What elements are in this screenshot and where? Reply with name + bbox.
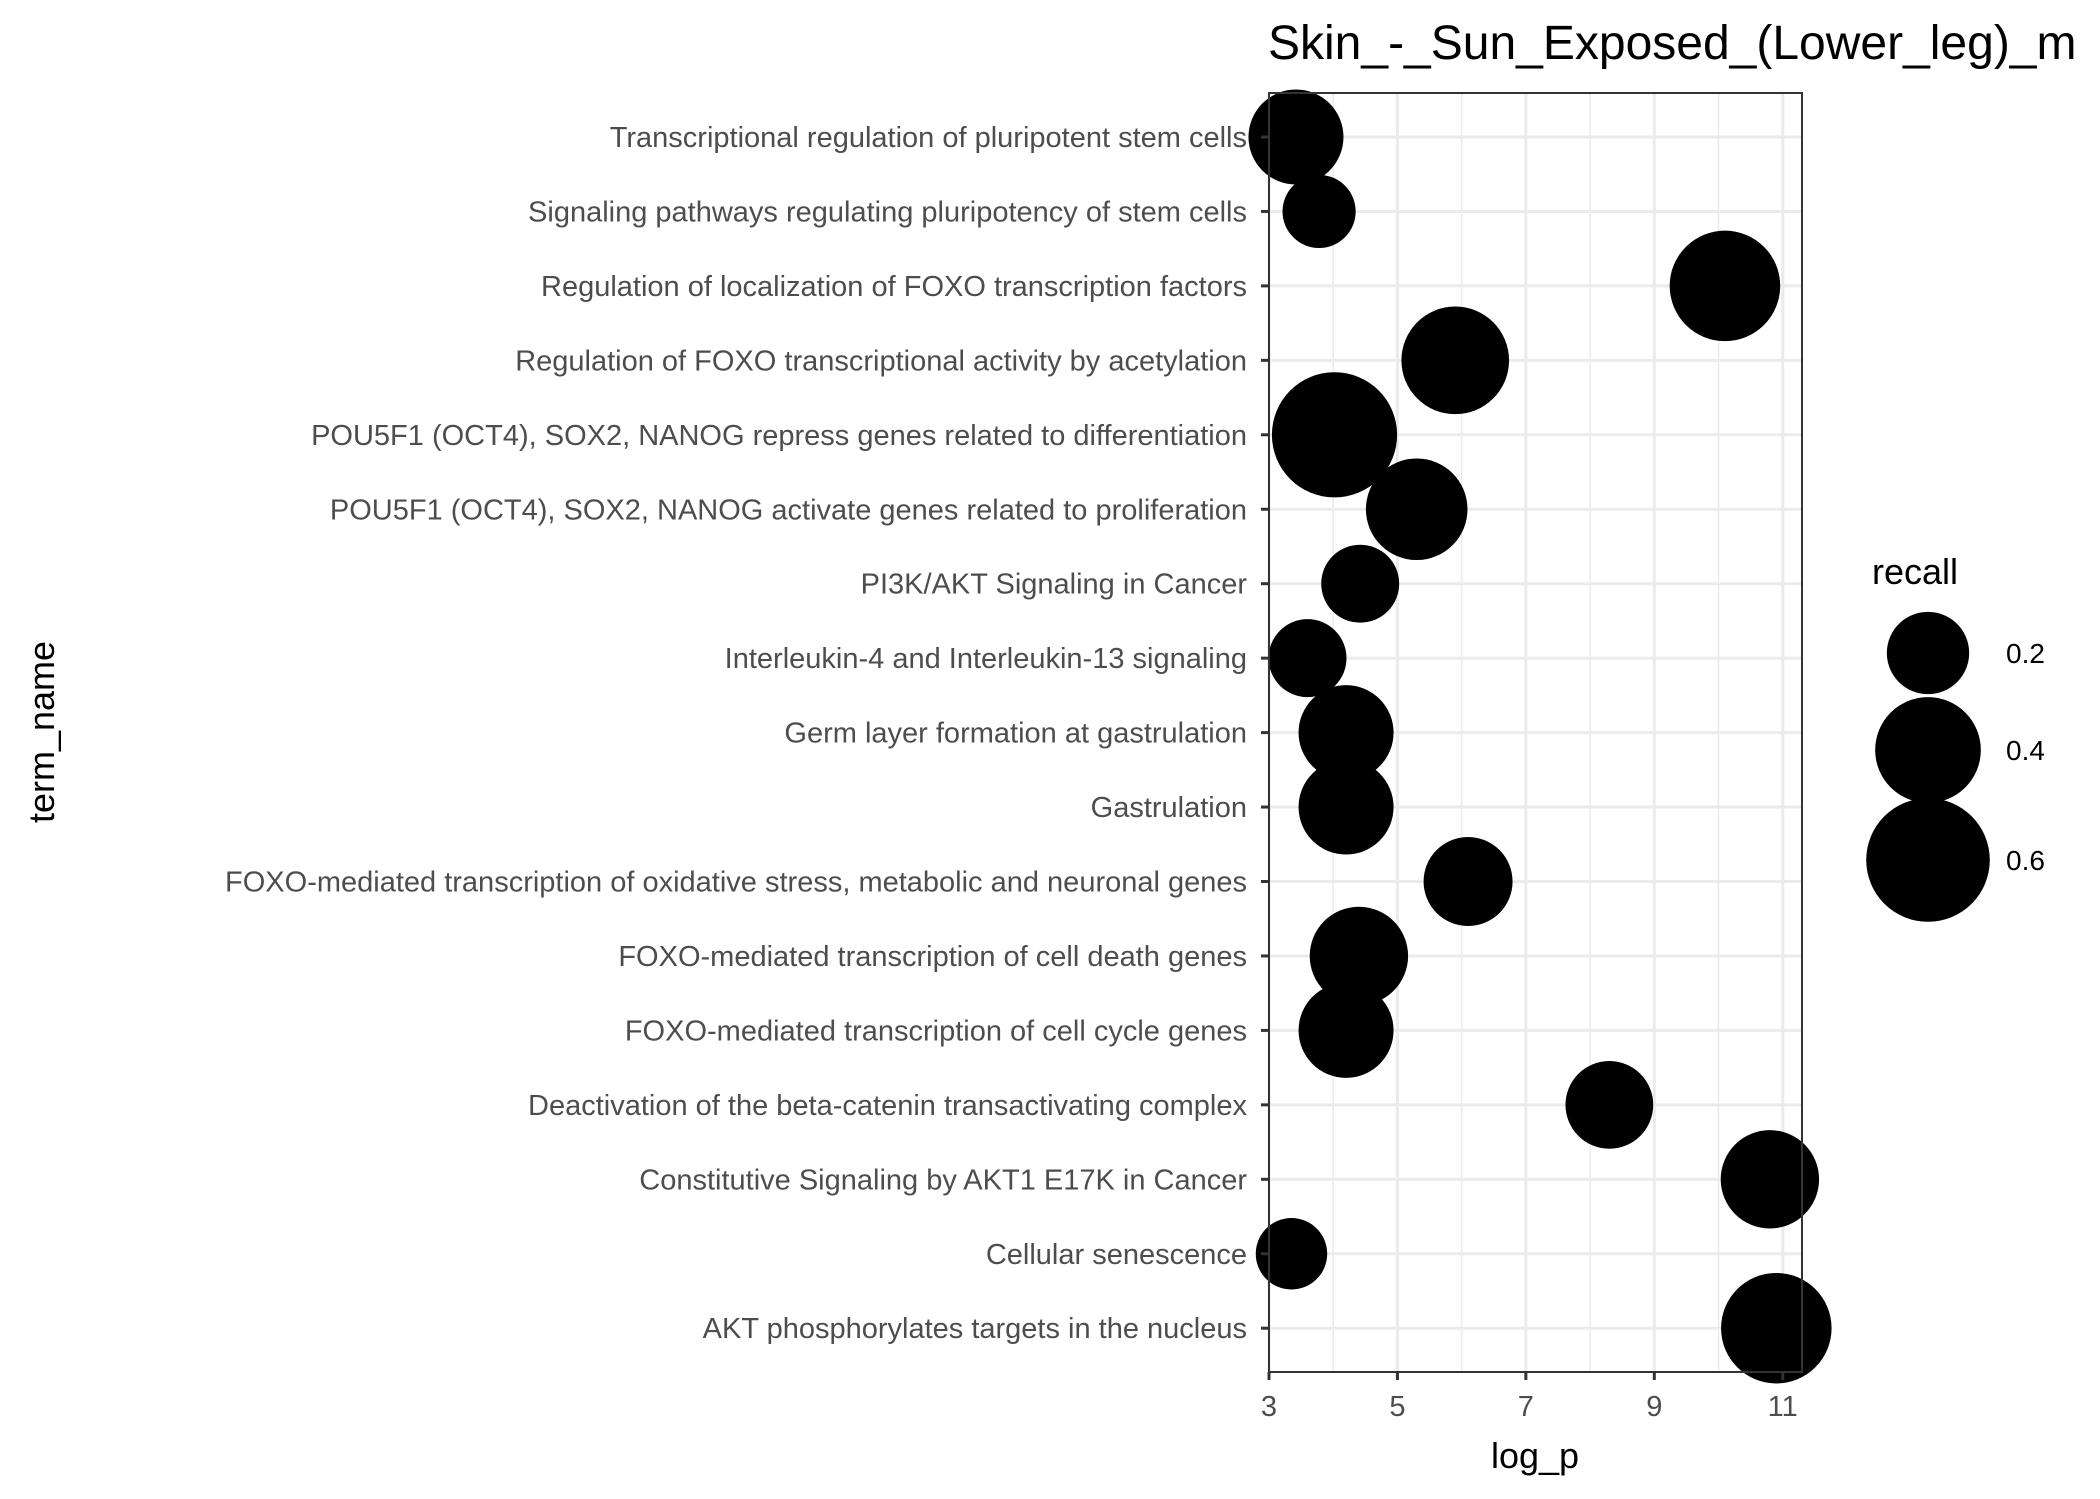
y-tick-label: PI3K/AKT Signaling in Cancer (861, 569, 1248, 601)
y-tick-label: POU5F1 (OCT4), SOX2, NANOG repress genes… (311, 420, 1247, 452)
data-point (1669, 230, 1781, 342)
y-tick-label: Constitutive Signaling by AKT1 E17K in C… (639, 1164, 1247, 1196)
data-point (1298, 759, 1394, 855)
y-tick-label: Deactivation of the beta-catenin transac… (528, 1090, 1247, 1122)
data-point (1298, 982, 1394, 1078)
y-tick-label: Gastrulation (1091, 792, 1247, 824)
data-point (1721, 1272, 1832, 1384)
y-tick-label: Transcriptional regulation of pluripoten… (610, 122, 1247, 154)
legend-label: 0.4 (2006, 735, 2045, 766)
data-point (1255, 1218, 1328, 1290)
data-point (1298, 685, 1394, 781)
y-axis-title: term_name (21, 641, 62, 823)
y-tick-label: Regulation of FOXO transcriptional activ… (515, 345, 1247, 377)
y-tick-label: FOXO-mediated transcription of cell deat… (618, 941, 1247, 973)
data-point (1309, 906, 1409, 1006)
y-tick-label: FOXO-mediated transcription of oxidative… (225, 867, 1247, 899)
y-tick-label: Regulation of localization of FOXO trans… (541, 271, 1247, 303)
data-point (1401, 306, 1510, 415)
legend-label: 0.2 (2006, 638, 2045, 669)
data-point (1268, 619, 1347, 698)
y-tick-label: Cellular senescence (986, 1239, 1247, 1271)
plot-panel (1248, 89, 1832, 1384)
x-tick-label: 7 (1518, 1391, 1534, 1423)
y-axis-labels: Transcriptional regulation of pluripoten… (225, 122, 1269, 1345)
data-point (1321, 544, 1400, 623)
data-point (1565, 1060, 1654, 1149)
chart-title: Skin_-_Sun_Exposed_(Lower_leg)_m (1268, 17, 2076, 70)
legend-label: 0.6 (2006, 845, 2045, 876)
legend-key (1875, 697, 1981, 803)
y-tick-label: AKT phosphorylates targets in the nucleu… (703, 1313, 1247, 1345)
data-point (1423, 837, 1513, 926)
y-tick-label: Signaling pathways regulating pluripoten… (528, 196, 1247, 228)
legend: recall 0.2 0.4 0.6 (1866, 551, 2045, 922)
data-point (1365, 458, 1468, 561)
data-point (1248, 89, 1344, 185)
data-point (1271, 372, 1398, 498)
x-tick-label: 3 (1261, 1391, 1277, 1423)
legend-key (1866, 798, 1990, 922)
y-tick-label: Interleukin-4 and Interleukin-13 signali… (725, 643, 1247, 675)
x-axis-title: log_p (1491, 1435, 1579, 1476)
x-tick-label: 5 (1389, 1391, 1405, 1423)
data-point (1720, 1130, 1820, 1229)
x-axis-labels: 3 5 7 9 11 (1261, 1372, 1798, 1423)
legend-key (1886, 611, 1970, 695)
y-tick-label: Germ layer formation at gastrulation (784, 718, 1247, 750)
data-point (1282, 174, 1356, 249)
y-tick-label: FOXO-mediated transcription of cell cycl… (625, 1015, 1247, 1047)
x-tick-label: 11 (1768, 1391, 1798, 1423)
x-tick-label: 9 (1646, 1391, 1662, 1423)
legend-title: recall (1872, 551, 1958, 592)
y-tick-label: POU5F1 (OCT4), SOX2, NANOG activate gene… (330, 494, 1247, 526)
